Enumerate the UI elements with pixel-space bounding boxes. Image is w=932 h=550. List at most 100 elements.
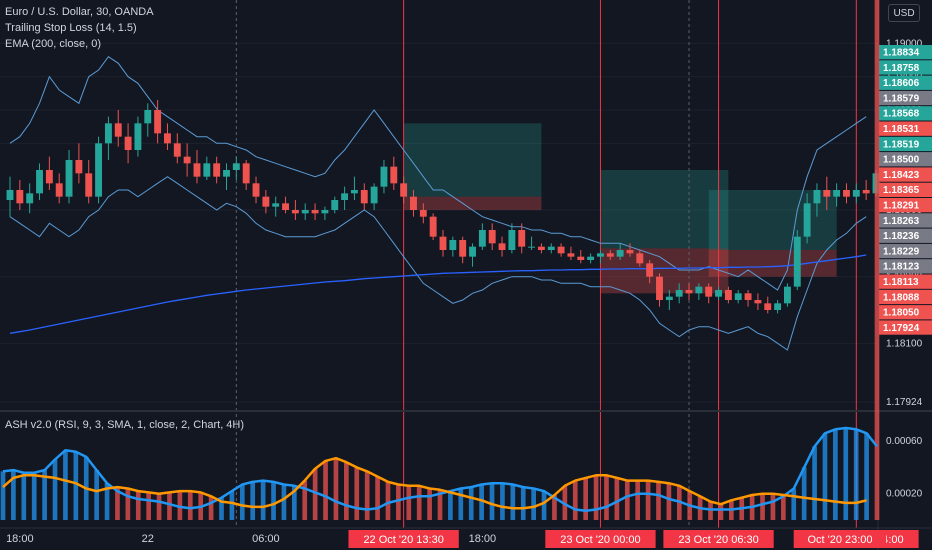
candle bbox=[813, 183, 821, 217]
candle bbox=[272, 196, 280, 217]
candle-body bbox=[616, 250, 624, 257]
candle bbox=[616, 243, 624, 260]
candle-body bbox=[55, 183, 63, 197]
candle bbox=[587, 253, 595, 264]
legend-symbol[interactable]: Euro / U.S. Dollar, 30, OANDA bbox=[5, 6, 154, 18]
candle bbox=[331, 196, 339, 214]
price-badge-bg bbox=[879, 152, 932, 167]
candle-body bbox=[16, 190, 24, 204]
candle-body bbox=[646, 263, 654, 277]
time-badge-bg bbox=[545, 530, 656, 548]
legend-trailing-stop[interactable]: Trailing Stop Loss (14, 1.5) bbox=[5, 22, 137, 34]
candle-body bbox=[469, 246, 476, 257]
candle bbox=[675, 283, 683, 304]
price-badge-label: 1.18500 bbox=[883, 155, 920, 166]
price-badge-bg bbox=[879, 106, 932, 121]
candle-body bbox=[724, 290, 732, 300]
candle bbox=[173, 133, 181, 164]
currency-button[interactable]: USD bbox=[888, 4, 920, 22]
candle-body bbox=[557, 246, 565, 254]
candle bbox=[311, 203, 319, 220]
legend-ash[interactable]: ASH v2.0 (RSI, 9, 3, SMA, 1, close, 2, C… bbox=[5, 419, 245, 431]
candle-body bbox=[498, 243, 506, 250]
price-badge-label: 1.18236 bbox=[883, 231, 920, 242]
candle-body bbox=[852, 190, 860, 197]
price-badge: 1.18423 bbox=[879, 167, 932, 182]
time-badge-bg bbox=[348, 530, 459, 548]
upper-band-line bbox=[9, 56, 867, 291]
candle-body bbox=[419, 210, 427, 217]
price-badge-label: 1.18123 bbox=[883, 262, 920, 273]
time-badge-label: 23 Oct '20 06:30 bbox=[678, 534, 758, 546]
candle bbox=[764, 296, 772, 314]
candle bbox=[754, 293, 762, 310]
price-badge: 1.18050 bbox=[879, 305, 932, 320]
candle bbox=[360, 183, 368, 210]
candle-body bbox=[764, 303, 772, 310]
candle bbox=[114, 110, 122, 147]
candle bbox=[400, 176, 408, 204]
price-badge-label: 1.18519 bbox=[883, 139, 920, 150]
candle-body bbox=[252, 183, 260, 197]
candle-body bbox=[597, 253, 604, 257]
candle bbox=[705, 283, 713, 304]
candle-body bbox=[183, 156, 191, 164]
candle-body bbox=[705, 286, 713, 297]
candle-body bbox=[321, 210, 329, 214]
price-badge: 1.18606 bbox=[879, 75, 932, 90]
candle bbox=[203, 156, 211, 180]
candle-body bbox=[803, 203, 811, 237]
candle bbox=[646, 260, 654, 284]
candle bbox=[350, 176, 358, 200]
lower-band-line bbox=[9, 176, 867, 351]
profit-zone bbox=[403, 123, 542, 197]
price-badge-bg bbox=[879, 121, 932, 136]
price-badge-bg bbox=[879, 213, 932, 228]
candle bbox=[26, 183, 34, 214]
candle-body bbox=[567, 253, 575, 257]
candle bbox=[459, 236, 467, 264]
bears-line bbox=[2, 456, 867, 510]
candle-body bbox=[675, 290, 683, 297]
candle bbox=[164, 123, 171, 150]
candle-body bbox=[518, 230, 526, 247]
candle-body bbox=[862, 190, 870, 194]
candle bbox=[85, 160, 93, 204]
candle bbox=[232, 156, 240, 180]
price-badge: 1.18291 bbox=[879, 198, 932, 213]
candle bbox=[154, 100, 162, 144]
price-badge: 1.18365 bbox=[879, 182, 932, 197]
price-badge: 1.18531 bbox=[879, 121, 932, 136]
candle-body bbox=[370, 186, 378, 204]
candle-body bbox=[164, 133, 171, 144]
candle bbox=[291, 200, 299, 220]
candle-body bbox=[656, 276, 663, 300]
candle bbox=[95, 136, 103, 204]
candle bbox=[321, 206, 329, 220]
candle bbox=[439, 230, 447, 257]
candle-body bbox=[410, 196, 417, 210]
price-badge-bg bbox=[879, 228, 932, 243]
candle-body bbox=[282, 203, 289, 210]
candle bbox=[144, 103, 152, 137]
oscillator-axis-label: 0.00020 bbox=[886, 489, 923, 500]
legend-ema[interactable]: EMA (200, close, 0) bbox=[5, 38, 101, 50]
candle bbox=[341, 186, 349, 210]
candle bbox=[862, 180, 870, 200]
price-badge-label: 1.18579 bbox=[883, 93, 920, 104]
candle bbox=[695, 283, 703, 300]
candle bbox=[577, 250, 585, 264]
price-badge-label: 1.18263 bbox=[883, 216, 920, 227]
candle bbox=[223, 163, 230, 190]
time-badge: 23 Oct '20 00:00 bbox=[545, 530, 656, 548]
candle-body bbox=[124, 136, 132, 150]
candle-body bbox=[114, 123, 122, 137]
price-badge-label: 1.17924 bbox=[883, 323, 920, 334]
price-badge-label: 1.18088 bbox=[883, 292, 920, 303]
candle bbox=[528, 236, 536, 250]
price-badge-bg bbox=[879, 259, 932, 274]
candle-body bbox=[537, 246, 545, 250]
candle-body bbox=[843, 190, 850, 197]
